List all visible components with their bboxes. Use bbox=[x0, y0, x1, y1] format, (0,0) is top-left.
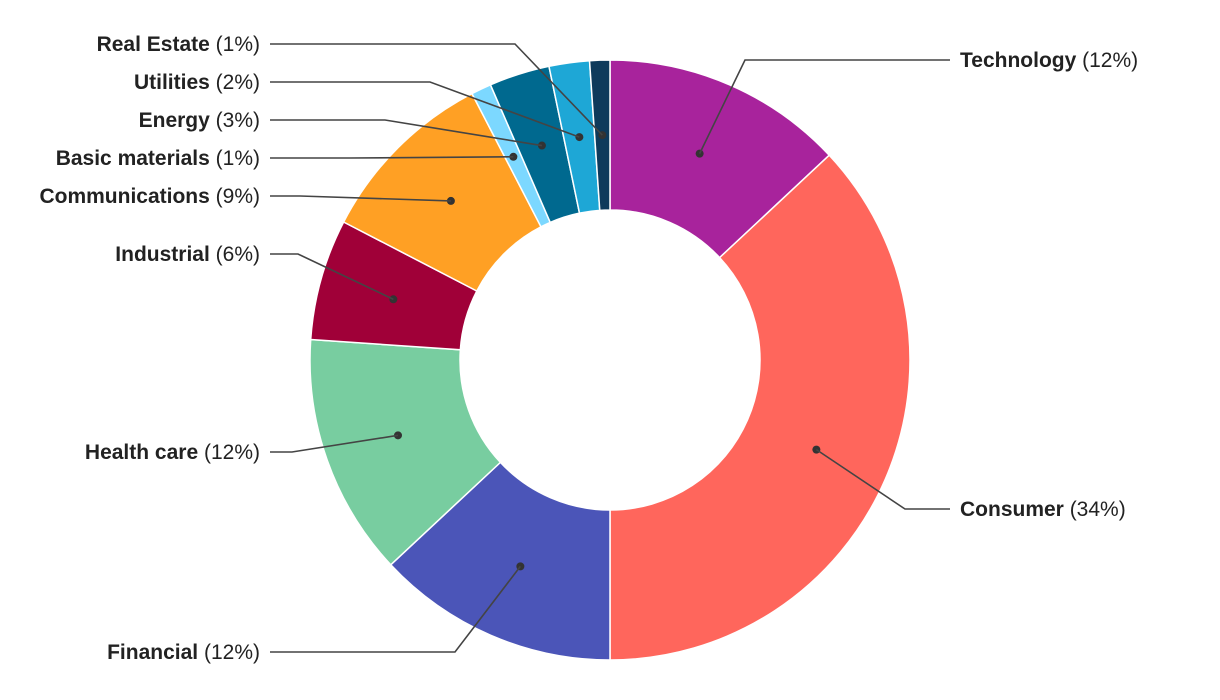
label-consumer: Consumer (34%) bbox=[960, 498, 1126, 521]
slice-consumer bbox=[609, 154, 911, 661]
label-technology: Technology (12%) bbox=[960, 49, 1138, 72]
chart-slices bbox=[309, 59, 911, 661]
label-industrial: Industrial (6%) bbox=[115, 243, 260, 266]
label-name-energy: Energy bbox=[139, 109, 211, 132]
chart-labels: Technology (12%) Consumer (34%) Financial … bbox=[39, 33, 1138, 664]
label-communications: Communications (9%) bbox=[39, 185, 260, 208]
label-percent-industrial: (6%) bbox=[210, 243, 260, 266]
leader-line-energy bbox=[270, 119, 543, 147]
leader-line-real-estate bbox=[270, 43, 603, 136]
slice-technology bbox=[609, 59, 831, 259]
label-name-health-care: Health care bbox=[85, 441, 198, 464]
slice-financial bbox=[389, 461, 611, 661]
label-percent-utilities: (2%) bbox=[210, 71, 260, 94]
label-name-utilities: Utilities bbox=[134, 71, 210, 94]
label-percent-real-estate: (1%) bbox=[210, 33, 260, 56]
leader-line-industrial bbox=[270, 253, 394, 301]
label-name-consumer: Consumer bbox=[960, 498, 1064, 521]
label-percent-consumer: (34%) bbox=[1064, 498, 1126, 521]
label-name-financial: Financial bbox=[107, 641, 198, 664]
label-percent-communications: (9%) bbox=[210, 185, 260, 208]
label-basic-materials: Basic materials (1%) bbox=[56, 147, 260, 170]
leader-line-technology bbox=[698, 59, 950, 154]
label-utilities: Utilities (2%) bbox=[134, 71, 260, 94]
leader-line-financial bbox=[270, 565, 521, 653]
label-name-communications: Communications bbox=[39, 185, 209, 208]
label-energy: Energy (3%) bbox=[139, 109, 260, 132]
chart-leader-lines bbox=[270, 43, 950, 653]
label-name-technology: Technology bbox=[960, 49, 1077, 72]
label-percent-energy: (3%) bbox=[210, 109, 260, 132]
leader-line-communications bbox=[270, 195, 451, 202]
label-financial: Financial (12%) bbox=[107, 641, 260, 664]
label-name-basic-materials: Basic materials bbox=[56, 147, 210, 170]
leader-line-health-care bbox=[270, 434, 399, 453]
label-percent-financial: (12%) bbox=[198, 641, 260, 664]
label-percent-technology: (12%) bbox=[1076, 49, 1138, 72]
slice-health-care bbox=[309, 338, 502, 566]
label-real-estate: Real Estate (1%) bbox=[97, 33, 260, 56]
label-name-real-estate: Real Estate bbox=[97, 33, 210, 56]
label-health-care: Health care (12%) bbox=[85, 441, 260, 464]
label-percent-health-care: (12%) bbox=[198, 441, 260, 464]
leader-line-consumer bbox=[815, 448, 950, 510]
leader-line-basic-materials bbox=[270, 156, 514, 159]
leader-line-utilities bbox=[270, 81, 580, 138]
label-percent-basic-materials: (1%) bbox=[210, 147, 260, 170]
label-name-industrial: Industrial bbox=[115, 243, 210, 266]
